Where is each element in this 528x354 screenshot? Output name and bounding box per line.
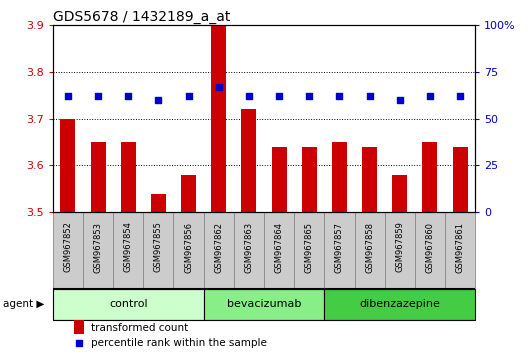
Text: GSM967856: GSM967856: [184, 222, 193, 273]
Point: [154, 97, 163, 103]
Bar: [181, 175, 196, 212]
Text: GSM967858: GSM967858: [365, 222, 374, 273]
FancyBboxPatch shape: [83, 212, 113, 289]
Point: [395, 97, 404, 103]
Text: dibenzazepine: dibenzazepine: [360, 299, 440, 309]
Bar: [422, 142, 438, 212]
Text: GSM967862: GSM967862: [214, 222, 223, 273]
Point: [64, 93, 72, 99]
Text: GSM967864: GSM967864: [275, 222, 284, 273]
Text: GSM967861: GSM967861: [456, 222, 465, 273]
Text: GSM967859: GSM967859: [395, 222, 404, 273]
Point: [75, 340, 83, 346]
FancyBboxPatch shape: [445, 212, 475, 289]
Bar: [211, 25, 227, 212]
FancyBboxPatch shape: [174, 212, 204, 289]
FancyBboxPatch shape: [324, 212, 354, 289]
Bar: [271, 147, 287, 212]
Point: [305, 93, 314, 99]
Point: [184, 93, 193, 99]
Bar: [151, 194, 166, 212]
Bar: [301, 147, 317, 212]
FancyBboxPatch shape: [113, 212, 143, 289]
FancyBboxPatch shape: [234, 212, 264, 289]
Bar: [452, 147, 468, 212]
Text: GSM967855: GSM967855: [154, 222, 163, 273]
Bar: [74, 320, 84, 334]
FancyBboxPatch shape: [354, 212, 385, 289]
Text: GSM967860: GSM967860: [426, 222, 435, 273]
FancyBboxPatch shape: [204, 212, 234, 289]
Text: control: control: [109, 299, 147, 309]
Point: [275, 93, 284, 99]
Bar: [121, 142, 136, 212]
Point: [124, 93, 133, 99]
Text: agent ▶: agent ▶: [3, 299, 44, 309]
Bar: [241, 109, 257, 212]
Bar: [60, 119, 76, 212]
Text: percentile rank within the sample: percentile rank within the sample: [91, 338, 267, 348]
FancyBboxPatch shape: [415, 212, 445, 289]
FancyBboxPatch shape: [143, 212, 174, 289]
Text: GSM967857: GSM967857: [335, 222, 344, 273]
FancyBboxPatch shape: [53, 289, 204, 320]
Text: GSM967853: GSM967853: [93, 222, 102, 273]
FancyBboxPatch shape: [53, 212, 83, 289]
FancyBboxPatch shape: [324, 289, 475, 320]
Point: [214, 84, 223, 90]
FancyBboxPatch shape: [204, 289, 324, 320]
Bar: [362, 147, 377, 212]
Bar: [332, 142, 347, 212]
Point: [365, 93, 374, 99]
Text: bevacizumab: bevacizumab: [227, 299, 301, 309]
Point: [426, 93, 434, 99]
Text: GSM967865: GSM967865: [305, 222, 314, 273]
Text: GDS5678 / 1432189_a_at: GDS5678 / 1432189_a_at: [53, 10, 230, 24]
Point: [456, 93, 464, 99]
Text: transformed count: transformed count: [91, 323, 188, 333]
Text: GSM967863: GSM967863: [244, 222, 253, 273]
FancyBboxPatch shape: [264, 212, 294, 289]
Bar: [90, 142, 106, 212]
Point: [244, 93, 253, 99]
Point: [94, 93, 102, 99]
Text: GSM967854: GSM967854: [124, 222, 133, 273]
Point: [335, 93, 344, 99]
Bar: [392, 175, 407, 212]
FancyBboxPatch shape: [385, 212, 415, 289]
FancyBboxPatch shape: [294, 212, 324, 289]
Text: GSM967852: GSM967852: [63, 222, 72, 273]
